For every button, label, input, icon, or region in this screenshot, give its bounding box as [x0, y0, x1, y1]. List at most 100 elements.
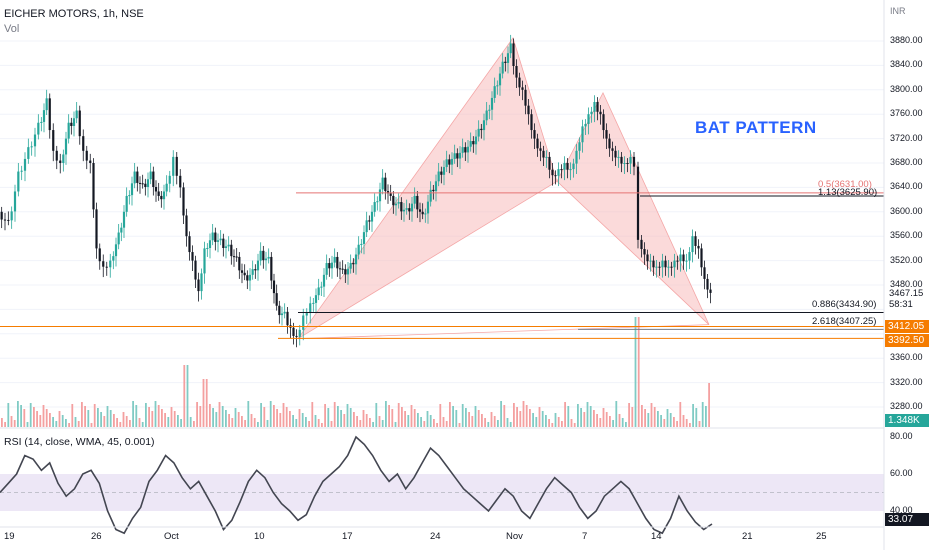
candle-body	[709, 289, 712, 293]
rsi-badge: 33.07	[885, 513, 929, 526]
candle-body	[17, 171, 20, 192]
volume-bar	[55, 421, 58, 427]
candle-body	[280, 313, 284, 316]
candle-body	[7, 219, 10, 221]
candles	[0, 34, 712, 348]
pattern-triangle-xab	[297, 37, 558, 340]
volume-bar	[599, 418, 602, 427]
candle-body	[122, 211, 126, 228]
candle-body	[48, 98, 51, 131]
candle-body	[222, 238, 225, 248]
volume-bar	[647, 413, 650, 427]
candle-body	[614, 150, 617, 158]
volume-bar	[71, 404, 74, 427]
candle-body	[485, 110, 488, 121]
candle-body	[194, 260, 197, 280]
candle-body	[482, 120, 486, 131]
candle-body	[146, 179, 150, 187]
volume-bar	[90, 423, 93, 427]
volume-bar	[618, 414, 621, 427]
volume-bar	[263, 407, 266, 427]
volume-bar	[628, 403, 630, 427]
candle-body	[341, 268, 344, 270]
volume-bar	[74, 417, 77, 427]
volume-bar	[570, 419, 573, 427]
volume-bar	[637, 317, 640, 427]
candle-body	[45, 98, 48, 111]
candle-body	[469, 141, 472, 147]
volume-bar	[621, 418, 624, 427]
candle-body	[394, 203, 398, 206]
volume-bar	[161, 409, 163, 427]
candle-body	[548, 156, 551, 170]
volume-bar	[660, 415, 662, 427]
candle-body	[133, 171, 136, 184]
volume-bar	[125, 416, 128, 427]
candle-body	[312, 302, 315, 304]
price-tick-label: 3320.00	[890, 376, 923, 387]
candle-body	[128, 195, 131, 197]
candle-body	[130, 183, 134, 196]
candle-body	[325, 263, 328, 275]
candle-body	[458, 152, 462, 159]
volume-bar	[439, 404, 442, 427]
volume-bar	[145, 403, 147, 427]
volume-bar	[593, 410, 595, 427]
candle-body	[410, 203, 414, 212]
volume-bar	[577, 404, 579, 427]
volume-bar	[538, 407, 541, 427]
candle-body	[272, 280, 276, 294]
volume-bar	[682, 415, 685, 427]
candle-body	[42, 110, 46, 122]
volume-bar	[260, 403, 262, 427]
candle-body	[216, 240, 220, 242]
candle-body	[309, 303, 312, 314]
candle-body	[694, 236, 697, 246]
candle-body	[172, 156, 175, 176]
volume-bar	[13, 420, 16, 427]
candle-body	[211, 232, 214, 241]
volume-bar	[119, 422, 122, 427]
volume-bar	[541, 411, 544, 427]
candle-body	[397, 202, 400, 204]
time-tick-label: 21	[742, 531, 753, 542]
volume-bar	[385, 401, 387, 427]
volume-bar	[209, 404, 211, 427]
volume-bar	[113, 414, 115, 427]
candle-body	[673, 260, 676, 268]
volume-bar	[276, 409, 278, 427]
volume-bar	[186, 365, 189, 427]
volume-bar	[225, 410, 227, 427]
volume-bar	[215, 412, 218, 427]
volume-bar	[138, 418, 141, 427]
volume-bar	[205, 379, 208, 427]
volume-bar	[375, 403, 378, 427]
candle-body	[168, 175, 171, 184]
volume-bar	[39, 415, 42, 427]
candle-body	[368, 220, 371, 222]
candle-body	[392, 195, 395, 206]
candle-body	[640, 239, 643, 250]
volume-bar	[573, 423, 576, 427]
volume-bar	[445, 421, 448, 427]
candle-body	[524, 89, 527, 106]
candle-body	[429, 189, 432, 202]
last-price-label: 3467.15	[889, 288, 924, 299]
price-tick-label: 3800.00	[890, 83, 923, 94]
candle-body	[240, 270, 244, 273]
volume-bar	[241, 416, 243, 427]
candle-body	[283, 311, 286, 314]
candle-body	[646, 254, 649, 262]
volume-bar	[497, 420, 499, 427]
candle-body	[602, 114, 605, 131]
candle-body	[376, 201, 379, 203]
candle-body	[362, 232, 366, 244]
candle-body	[515, 66, 518, 78]
candle-body	[85, 150, 88, 161]
countdown-label: 58:31	[889, 299, 913, 310]
volume-bar	[109, 410, 112, 427]
price-tick-label: 3640.00	[890, 181, 923, 192]
volume-bar	[666, 409, 669, 427]
candle-body	[267, 256, 270, 259]
